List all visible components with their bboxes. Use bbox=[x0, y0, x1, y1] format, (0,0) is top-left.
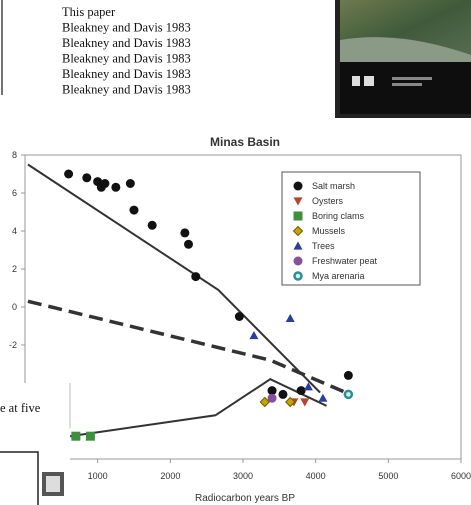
legend-label: Boring clams bbox=[312, 211, 365, 221]
x-tick-label: 2000 bbox=[160, 471, 180, 481]
fragment-icon-inner bbox=[46, 476, 60, 492]
legend-box bbox=[281, 171, 421, 286]
source-entry: This paper bbox=[62, 5, 116, 19]
chart-title: Minas Basin bbox=[210, 135, 280, 149]
legend-marker bbox=[293, 211, 303, 221]
fragment-text: e at five bbox=[0, 401, 41, 415]
marker bbox=[267, 393, 277, 403]
marker bbox=[184, 239, 193, 249]
legend-marker bbox=[293, 256, 303, 266]
y-tick-label: 4 bbox=[12, 226, 17, 236]
marker bbox=[267, 386, 277, 396]
logo-text bbox=[392, 83, 422, 86]
marker bbox=[129, 205, 139, 215]
source-entry: Bleakney and Davis 1983 bbox=[62, 21, 191, 35]
legend-label: Freshwater peat bbox=[312, 256, 378, 266]
x-axis-label: Radiocarbon years BP bbox=[195, 493, 295, 504]
photo-water bbox=[340, 37, 471, 62]
marker bbox=[100, 179, 110, 188]
y-tick-label: 2 bbox=[12, 264, 17, 274]
page-fragment: e at five bbox=[0, 383, 71, 505]
x-tick-label: 5000 bbox=[378, 471, 398, 481]
envelope-curve bbox=[69, 378, 327, 438]
marker bbox=[259, 396, 271, 408]
marker bbox=[234, 312, 244, 321]
marker bbox=[278, 389, 288, 399]
marker bbox=[303, 382, 313, 391]
source-entry: Bleakney and Davis 1983 bbox=[62, 36, 191, 50]
y-tick-label: 6 bbox=[12, 188, 17, 198]
photo-banner bbox=[340, 62, 471, 114]
logo-text bbox=[392, 77, 432, 80]
marker bbox=[296, 386, 306, 396]
marker bbox=[111, 182, 121, 192]
legend-marker bbox=[293, 181, 303, 191]
legend-label: Mussels bbox=[312, 226, 346, 236]
x-tick-label: 1000 bbox=[88, 471, 108, 481]
y-tick-label: 8 bbox=[12, 150, 17, 160]
legend-label: Oysters bbox=[312, 196, 344, 206]
marker bbox=[191, 272, 201, 282]
logo-mark bbox=[352, 76, 360, 86]
marker bbox=[82, 173, 92, 183]
legend-marker bbox=[293, 271, 303, 281]
x-tick-label: 6000 bbox=[451, 471, 471, 481]
source-entry: Bleakney and Davis 1983 bbox=[62, 83, 191, 97]
marker bbox=[180, 228, 190, 238]
legend-marker bbox=[292, 225, 304, 237]
marker bbox=[285, 313, 295, 322]
fragment-frame bbox=[0, 451, 39, 505]
envelope-curve bbox=[27, 163, 321, 394]
marker bbox=[249, 331, 259, 340]
legend-marker bbox=[293, 197, 303, 206]
marker bbox=[71, 431, 81, 441]
marker bbox=[125, 179, 135, 188]
marker bbox=[285, 396, 296, 408]
logo-mark bbox=[364, 76, 374, 86]
legend-marker bbox=[293, 241, 303, 250]
photo bbox=[335, 0, 471, 118]
legend-label: Trees bbox=[312, 241, 335, 251]
source-entry: Bleakney and Davis 1983 bbox=[62, 67, 191, 81]
y-tick-label: 0 bbox=[12, 302, 17, 312]
legend-label: Salt marsh bbox=[312, 181, 355, 191]
y-tick-label: -2 bbox=[9, 340, 17, 350]
marker bbox=[318, 393, 328, 402]
marker bbox=[147, 220, 157, 230]
source-entry: Bleakney and Davis 1983 bbox=[62, 52, 191, 66]
marker bbox=[85, 431, 95, 441]
chart: Minas Basin Radiocarbon years BP 1000 200… bbox=[9, 135, 471, 504]
marker bbox=[300, 398, 310, 407]
marker bbox=[343, 370, 353, 380]
marker bbox=[64, 169, 74, 179]
x-tick-label: 4000 bbox=[306, 471, 326, 481]
legend-label: Mya arenaria bbox=[312, 271, 365, 281]
envelope-curve bbox=[27, 299, 351, 397]
marker bbox=[343, 389, 354, 400]
x-tick-label: 3000 bbox=[233, 471, 253, 481]
